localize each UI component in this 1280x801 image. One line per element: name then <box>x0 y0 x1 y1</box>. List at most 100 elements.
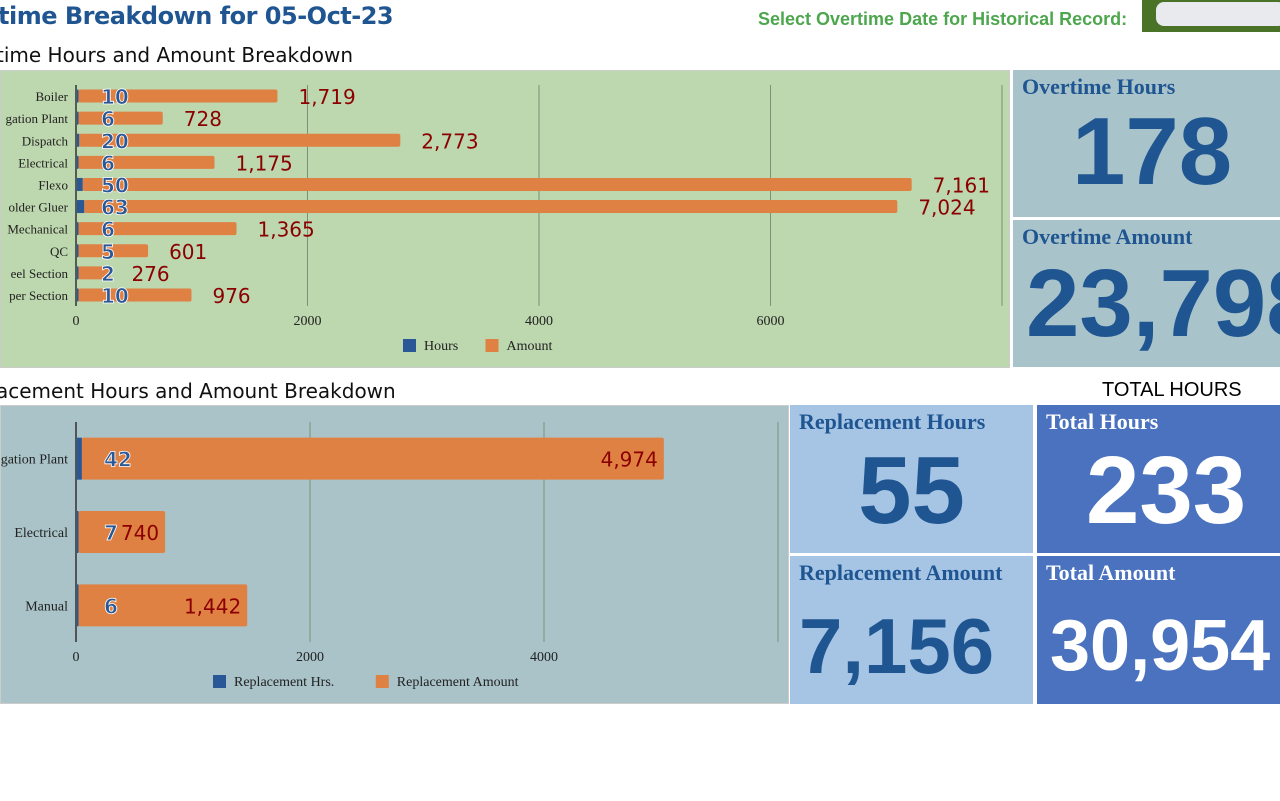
amount-value-label: 1,175 <box>236 151 293 175</box>
amount-value-label: 2,773 <box>421 129 478 153</box>
legend-label: Replacement Amount <box>397 675 519 690</box>
card-value: 178 <box>1072 98 1233 205</box>
hours-bar <box>77 584 79 627</box>
hours-bar <box>77 222 79 236</box>
amount-bar <box>78 155 215 169</box>
amount-value-label: 7,161 <box>933 173 990 197</box>
date-select-container <box>1142 0 1280 32</box>
x-tick-label: 4000 <box>525 314 553 329</box>
hours-value-label: 20 <box>101 129 129 153</box>
legend-label: Replacement Hrs. <box>234 675 334 690</box>
card-value: 23,798 <box>1026 250 1280 357</box>
amount-bar <box>78 89 278 103</box>
amount-value-label: 728 <box>184 107 222 131</box>
total-hours-header: TOTAL HOURS <box>1102 379 1242 401</box>
category-label: Mechanical <box>7 222 68 237</box>
replacement-chart: 0 2000 4000 gation Plant 42 4,974 Electrical 7 7… <box>0 405 789 704</box>
amount-bar <box>78 266 111 280</box>
overtime-amount-card: Overtime Amount 23,798 <box>1013 220 1280 367</box>
x-tick-label: 0 <box>73 650 80 665</box>
hours-value-label: 10 <box>101 85 129 109</box>
category-label: QC <box>50 244 68 259</box>
hours-bar <box>77 155 79 169</box>
x-tick-label: 2000 <box>294 314 322 329</box>
category-label: Electrical <box>14 526 68 541</box>
category-label: Boiler <box>36 89 69 104</box>
card-value: 233 <box>1086 437 1247 544</box>
hours-value-label: 6 <box>101 218 115 242</box>
amount-bar <box>78 288 192 302</box>
amount-bar <box>82 177 912 191</box>
amount-bar <box>78 511 166 553</box>
legend-swatch-hours <box>403 339 416 352</box>
hours-value-label: 42 <box>104 448 132 472</box>
hours-value-label: 7 <box>104 521 118 545</box>
replacement-hours-card: Replacement Hours 55 <box>790 405 1033 553</box>
hours-value-label: 50 <box>101 173 129 197</box>
legend-label: Hours <box>424 339 458 354</box>
hours-value-label: 6 <box>101 107 115 131</box>
card-value: 7,156 <box>799 602 995 690</box>
hours-bar <box>77 111 79 125</box>
category-label: Manual <box>25 599 68 614</box>
amount-value-label: 4,974 <box>601 448 658 472</box>
category-label: older Gluer <box>8 200 68 215</box>
total-amount-card: Total Amount 30,954 <box>1037 556 1280 704</box>
x-tick-label: 0 <box>73 314 80 329</box>
replacement-amount-card: Replacement Amount 7,156 <box>790 556 1033 704</box>
card-label: Replacement Amount <box>799 560 1003 585</box>
hours-bar <box>77 133 80 147</box>
amount-value-label: 276 <box>131 262 169 286</box>
amount-bar <box>78 584 248 627</box>
amount-bar <box>79 133 401 147</box>
amount-bar <box>78 244 149 258</box>
legend-swatch-hours <box>213 675 226 688</box>
amount-value-label: 7,024 <box>918 196 975 220</box>
hours-bar <box>77 437 82 480</box>
hours-bar <box>77 244 79 258</box>
card-value: 55 <box>858 437 965 544</box>
date-input[interactable] <box>1156 2 1280 26</box>
category-label: Electrical <box>18 155 68 170</box>
category-label: eel Section <box>11 266 69 281</box>
hours-value-label: 63 <box>101 196 129 220</box>
amount-value-label: 1,442 <box>184 594 241 618</box>
hours-bar <box>77 177 83 191</box>
amount-bar <box>81 437 664 480</box>
hours-bar <box>77 89 79 103</box>
category-label: Flexo <box>38 177 68 192</box>
page-title: time Breakdown for 05-Oct-23 <box>0 2 394 30</box>
category-label: gation Plant <box>1 453 68 468</box>
category-label: Dispatch <box>22 133 69 148</box>
amount-bar <box>78 222 237 236</box>
x-tick-label: 4000 <box>530 650 558 665</box>
overtime-chart: 0 2000 4000 6000 Boiler 10 1,719 gation Plant 6 7… <box>0 70 1010 368</box>
x-tick-label: 2000 <box>296 650 324 665</box>
legend-swatch-amount <box>485 339 499 352</box>
hours-bar <box>77 200 85 214</box>
amount-bar <box>84 200 898 214</box>
overtime-hours-card: Overtime Hours 178 <box>1013 70 1280 217</box>
card-value: 30,954 <box>1050 606 1271 686</box>
amount-value-label: 1,365 <box>257 218 314 242</box>
x-tick-label: 6000 <box>757 314 785 329</box>
overtime-chart-title: time Hours and Amount Breakdown <box>0 43 354 67</box>
legend-swatch-amount <box>375 675 389 688</box>
legend-label: Amount <box>507 339 553 354</box>
card-label: Total Hours <box>1046 409 1159 434</box>
hours-bar <box>77 266 79 280</box>
amount-bar <box>78 111 163 125</box>
hours-value-label: 6 <box>101 151 115 175</box>
hours-value-label: 10 <box>101 284 129 308</box>
card-label: Overtime Amount <box>1022 224 1193 249</box>
hours-value-label: 2 <box>101 262 115 286</box>
category-label: gation Plant <box>6 111 69 126</box>
hours-value-label: 5 <box>101 240 115 264</box>
amount-value-label: 601 <box>169 240 207 264</box>
card-label: Overtime Hours <box>1022 74 1176 99</box>
hours-value-label: 6 <box>104 594 118 618</box>
date-select-label: Select Overtime Date for Historical Reco… <box>758 9 1128 29</box>
hours-bar <box>77 288 79 302</box>
hours-bar <box>77 511 79 553</box>
amount-value-label: 976 <box>212 284 250 308</box>
